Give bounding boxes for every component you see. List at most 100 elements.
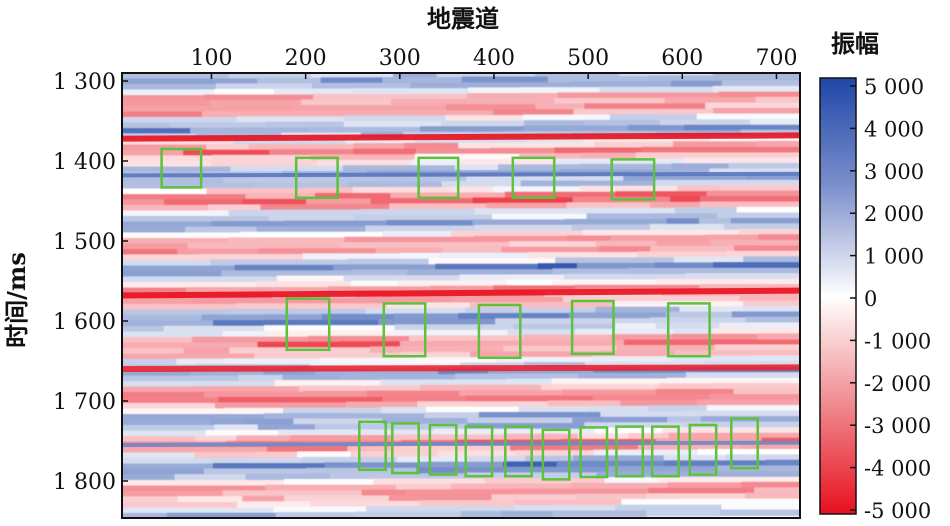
trace-segment	[122, 320, 214, 327]
trace-segment	[666, 218, 700, 225]
trace-segment	[122, 117, 238, 124]
trace-segment	[513, 499, 623, 507]
trace-segment	[628, 433, 670, 440]
trace-segment	[122, 260, 212, 267]
trace-segment	[275, 512, 357, 518]
highlight-box-group	[160, 147, 759, 481]
trace-segment	[465, 98, 556, 105]
trace-segment	[709, 168, 800, 175]
trace-segment	[725, 250, 800, 258]
x-tick-label: 300	[379, 46, 421, 71]
trace-segment	[307, 187, 354, 194]
trace-segment	[594, 427, 663, 435]
trace-segment	[578, 372, 688, 380]
trace-segment	[697, 449, 800, 456]
trace-segment	[481, 136, 528, 144]
trace-segment	[343, 275, 461, 282]
trace-segment	[211, 221, 286, 228]
trace-segment	[436, 73, 536, 78]
trace-segment	[218, 396, 384, 404]
trace-segment	[442, 247, 503, 254]
trace-segment	[122, 309, 226, 316]
trace-segment	[627, 125, 685, 132]
trace-segment	[462, 340, 625, 347]
trace-segment	[122, 485, 267, 492]
trace-segment	[492, 109, 575, 116]
trace-segment	[122, 161, 212, 168]
trace-segment	[600, 411, 684, 418]
trace-segment	[505, 378, 553, 386]
trace-segment	[702, 361, 800, 368]
trace-segment	[122, 249, 179, 256]
trace-segment	[223, 176, 340, 184]
trace-segment	[311, 82, 412, 90]
trace-segment	[348, 181, 443, 189]
trace-segment	[619, 73, 714, 77]
x-tick-label: 700	[755, 46, 797, 71]
trace-segment	[206, 144, 250, 151]
colorbar-tick-label: 4 000	[864, 117, 924, 141]
highlight-box	[358, 420, 387, 472]
highlight-box	[570, 299, 615, 356]
trace-segment	[214, 402, 347, 409]
trace-segment	[718, 91, 800, 98]
trace-segment	[269, 149, 355, 156]
trace-segment	[122, 128, 192, 135]
trace-segment	[563, 273, 686, 281]
trace-segment	[194, 452, 257, 459]
trace-segment	[342, 165, 456, 172]
trace-segment	[386, 302, 471, 309]
trace-segment	[646, 493, 746, 500]
reflector-line	[122, 171, 800, 178]
trace-segment	[350, 451, 439, 458]
trace-segment	[526, 136, 585, 144]
trace-segment	[284, 220, 388, 227]
trace-segment	[648, 75, 800, 82]
trace-segment	[467, 93, 559, 100]
trace-segment	[571, 224, 652, 231]
trace-segment	[190, 127, 310, 135]
trace-segment	[739, 294, 800, 302]
trace-segment	[730, 217, 800, 225]
trace-segment	[716, 212, 800, 219]
trace-segment	[405, 489, 514, 496]
trace-segment	[705, 234, 760, 242]
trace-segment	[472, 219, 566, 226]
trace-segment	[289, 435, 392, 442]
trace-segment	[311, 73, 394, 79]
trace-segment	[567, 235, 612, 242]
trace-segment	[273, 506, 368, 514]
trace-segment	[271, 209, 362, 217]
colorbar-title: 振幅	[831, 29, 879, 58]
trace-segment	[683, 421, 800, 429]
y-tick-label: 1 400	[53, 150, 116, 175]
trace-segment	[221, 270, 353, 277]
trace-segment	[666, 311, 733, 319]
trace-segment	[344, 236, 476, 244]
trace-segment	[203, 391, 304, 398]
trace-segment	[122, 282, 257, 289]
trace-segment	[352, 187, 453, 194]
trace-segment	[341, 242, 511, 249]
trace-segment	[365, 308, 467, 315]
trace-segment	[592, 356, 674, 363]
trace-segment	[566, 202, 651, 209]
trace-segment	[445, 115, 524, 122]
highlight-box	[417, 156, 460, 200]
trace-segment	[122, 469, 205, 476]
trace-segment	[265, 121, 345, 129]
trace-segment	[122, 386, 189, 393]
trace-segment	[122, 370, 192, 377]
trace-segment	[177, 496, 244, 503]
x-tick-label: 100	[190, 46, 232, 71]
trace-segment	[282, 374, 340, 382]
trace-segment	[198, 254, 304, 261]
trace-segment	[122, 122, 172, 129]
trace-segment	[672, 333, 759, 341]
trace-segment	[122, 177, 225, 184]
trace-segment	[467, 417, 574, 424]
trace-segment	[246, 418, 295, 426]
trace-segment	[736, 206, 800, 214]
trace-segment	[493, 285, 576, 292]
trace-segment	[280, 297, 455, 305]
